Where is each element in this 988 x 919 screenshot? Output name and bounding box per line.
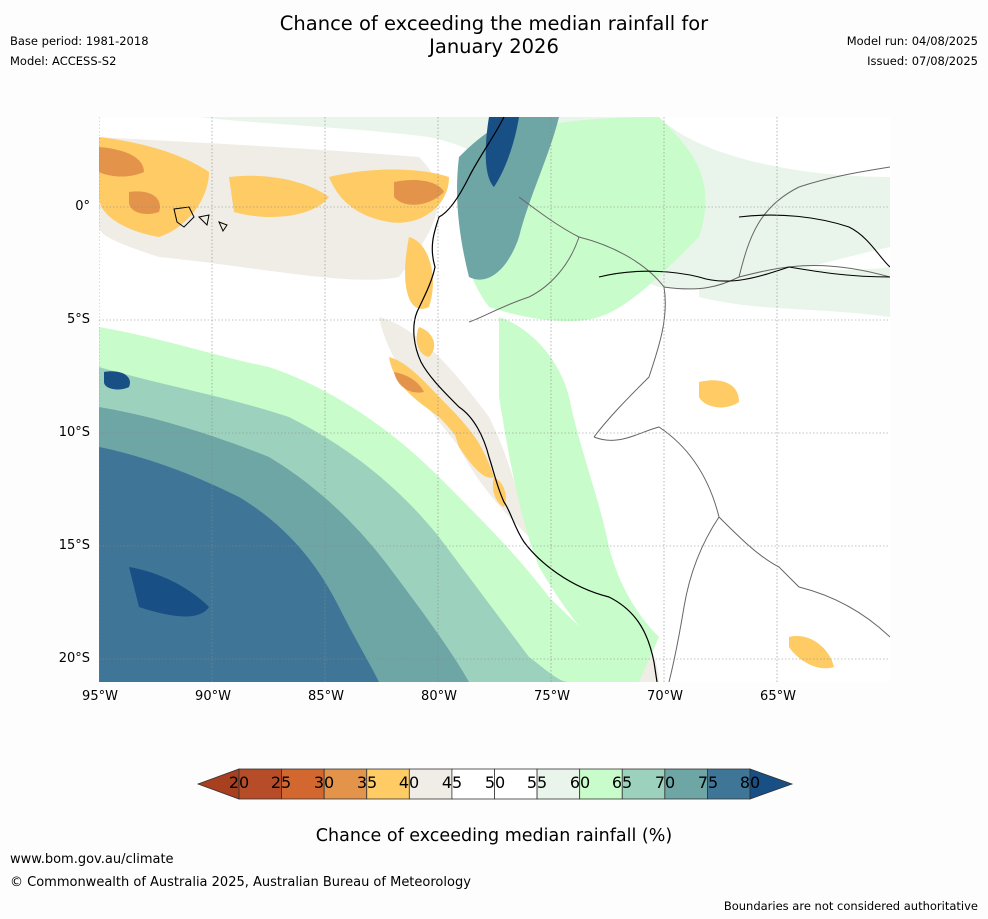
- colorbar-segment: [323, 768, 368, 800]
- colorbar-graphic: [196, 768, 794, 800]
- lon-label-85w: 85°W: [308, 689, 344, 704]
- colorbar-tick: 20: [228, 773, 250, 792]
- lon-label-70w: 70°W: [647, 689, 683, 704]
- region-30-35-north-coast: [394, 180, 444, 205]
- lon-label-95w: 95°W: [82, 689, 118, 704]
- amazon-river: [598, 214, 890, 282]
- colorbar: [196, 766, 796, 802]
- colorbar-segment: [621, 768, 666, 800]
- colorbar-tick: 30: [313, 773, 335, 792]
- lat-label-10s: 10°S: [58, 425, 90, 440]
- colorbar-label: Chance of exceeding median rainfall (%): [315, 826, 673, 846]
- region-80-plus-west: [104, 371, 130, 390]
- grid-lines: [99, 117, 890, 682]
- region-30-35-galapagos: [99, 147, 160, 214]
- title-line-2: January 2026: [429, 35, 559, 58]
- copyright-text: © Commonwealth of Australia 2025, Austra…: [10, 875, 471, 890]
- issued-date: Issued: 07/08/2025: [867, 54, 978, 68]
- base-period: Base period: 1981-2018: [10, 34, 149, 48]
- region-60-65-north: [199, 117, 890, 289]
- region-35-40-inland-south: [789, 636, 834, 669]
- website-text: www.bom.gov.au/climate: [10, 852, 174, 867]
- region-35-40-inland-mid: [699, 380, 739, 408]
- colorbar-tick: 45: [441, 773, 463, 792]
- colorbar-segment: [408, 768, 453, 800]
- colorbar-tick: 35: [356, 773, 378, 792]
- disclaimer-text: Boundaries are not considered authoritat…: [723, 899, 978, 913]
- colorbar-segment: [451, 768, 495, 800]
- lon-label-80w: 80°W: [421, 689, 457, 704]
- colorbar-segment: [664, 768, 708, 800]
- lat-label-5s: 5°S: [66, 312, 90, 327]
- lon-label-90w: 90°W: [195, 689, 231, 704]
- colorbar-tick: 65: [611, 773, 633, 792]
- coastline: [413, 117, 658, 682]
- colorbar-tick: 70: [654, 773, 676, 792]
- colorbar-tick: 60: [569, 773, 591, 792]
- colorbar-tick: 25: [270, 773, 292, 792]
- region-60-65-interior: [699, 264, 890, 317]
- colorbar-segment: [281, 768, 325, 800]
- region-65-70-coast-east: [499, 317, 659, 682]
- meta-right: Model run: 04/08/2025 Issued: 07/08/2025: [847, 31, 978, 71]
- model-run: Model run: 04/08/2025: [846, 34, 978, 48]
- colorbar-tick: 50: [484, 773, 506, 792]
- country-borders: [468, 166, 890, 682]
- colorbar-tick: 40: [398, 773, 420, 792]
- map-panel: [99, 117, 890, 682]
- region-70-75-north-coast: [457, 117, 559, 280]
- lat-label-15s: 15°S: [58, 538, 90, 553]
- colorbar-segment: [366, 768, 410, 800]
- colorbar-tick: 55: [526, 773, 548, 792]
- title-line-1: Chance of exceeding the median rainfall …: [279, 12, 709, 35]
- lon-label-65w: 65°W: [760, 689, 796, 704]
- meta-left: Base period: 1981-2018 Model: ACCESS-S2: [10, 31, 149, 71]
- colorbar-extend-high: [749, 768, 794, 800]
- region-80-plus-southwest: [129, 567, 209, 617]
- model-name: Model: ACCESS-S2: [10, 54, 117, 68]
- lat-label-0: 0°: [75, 199, 90, 214]
- colorbar-tick: 75: [697, 773, 719, 792]
- colorbar-segment: [536, 768, 581, 800]
- region-35-40-coast-strip: [405, 237, 435, 357]
- region-30-35-peru-coast: [394, 372, 424, 393]
- chart-title: Chance of exceeding the median rainfall …: [0, 12, 988, 58]
- lon-label-75w: 75°W: [534, 689, 570, 704]
- region-35-40-mid: [229, 175, 329, 217]
- colorbar-segment: [494, 768, 538, 800]
- region-75-80-southwest: [99, 447, 379, 682]
- rainfall-map: [99, 117, 890, 682]
- galapagos-islands: [173, 206, 228, 233]
- lat-label-20s: 20°S: [58, 651, 90, 666]
- region-35-40-south-coast: [449, 417, 506, 507]
- colorbar-segment: [238, 768, 282, 800]
- colorbar-tick: 80: [739, 773, 761, 792]
- colorbar-segment: [579, 768, 623, 800]
